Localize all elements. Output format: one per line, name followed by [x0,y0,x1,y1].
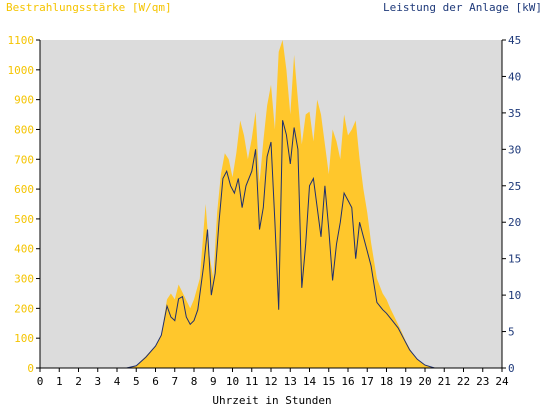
x-tick-label: 6 [152,375,159,388]
right-y-tick-label: 15 [508,253,521,266]
left-y-tick-label: 400 [14,243,34,256]
x-tick-label: 1 [56,375,63,388]
left-y-tick-label: 600 [14,183,34,196]
x-tick-label: 10 [226,375,239,388]
x-tick-label: 7 [171,375,178,388]
x-tick-label: 12 [264,375,277,388]
x-tick-label: 8 [191,375,198,388]
x-tick-label: 14 [303,375,317,388]
x-tick-label: 22 [457,375,470,388]
x-tick-label: 4 [114,375,121,388]
x-tick-label: 5 [133,375,140,388]
x-tick-label: 2 [75,375,82,388]
left-y-tick-label: 900 [14,94,34,107]
left-y-tick-label: 800 [14,123,34,136]
left-y-tick-label: 500 [14,213,34,226]
left-y-tick-label: 300 [14,273,34,286]
power-line [40,120,502,369]
x-tick-label: 17 [361,375,374,388]
x-tick-label: 23 [476,375,489,388]
x-tick-label: 3 [94,375,101,388]
right-y-tick-label: 5 [508,326,515,339]
x-tick-label: 19 [399,375,412,388]
x-tick-label: 16 [341,375,354,388]
right-y-tick-label: 30 [508,143,521,156]
right-y-tick-label: 0 [508,362,515,375]
left-y-tick-label: 0 [27,362,34,375]
axes: 0100200300400500600700800900100011000510… [8,34,522,388]
right-y-tick-label: 25 [508,180,521,193]
x-tick-label: 13 [284,375,297,388]
right-axis-title: Leistung der Anlage [kW] [383,1,542,14]
left-y-tick-label: 1000 [8,64,35,77]
right-y-tick-label: 45 [508,34,521,47]
x-tick-label: 24 [495,375,509,388]
left-axis-title: Bestrahlungsstärke [W/qm] [6,1,172,14]
x-tick-label: 18 [380,375,393,388]
left-y-tick-label: 200 [14,302,34,315]
left-y-tick-label: 1100 [8,34,35,47]
left-y-tick-label: 700 [14,153,34,166]
x-tick-label: 0 [37,375,44,388]
x-tick-label: 20 [418,375,431,388]
right-y-tick-label: 40 [508,70,521,83]
x-tick-label: 21 [438,375,451,388]
right-y-tick-label: 20 [508,216,521,229]
x-axis-title: Uhrzeit in Stunden [212,394,332,407]
right-y-tick-label: 10 [508,289,521,302]
x-tick-label: 11 [245,375,258,388]
left-y-tick-label: 100 [14,332,34,345]
x-tick-label: 15 [322,375,335,388]
right-y-tick-label: 35 [508,107,521,120]
x-tick-label: 9 [210,375,217,388]
irradiance-area [40,40,502,368]
